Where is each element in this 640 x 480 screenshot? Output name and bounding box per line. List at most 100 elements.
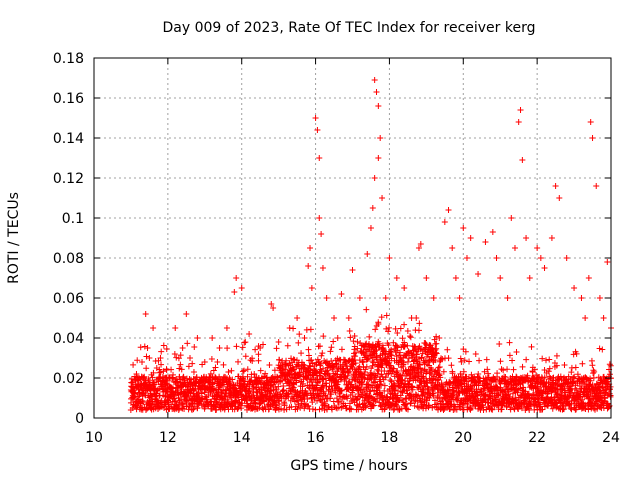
data-point [334,335,341,341]
data-point [189,406,196,413]
data-point [385,342,392,349]
x-axis-label: GPS time / hours [290,458,407,474]
data-point [320,333,327,340]
data-point [348,398,355,405]
data-point [589,362,596,369]
data-point [270,305,277,311]
data-point [375,103,382,109]
data-point [322,402,329,409]
data-point [385,324,392,331]
data-point [260,341,267,348]
data-point [412,344,419,351]
data-point [407,400,414,407]
data-point [399,377,406,384]
data-point [425,385,432,392]
data-point [472,351,479,358]
data-point [453,406,460,413]
data-point [283,357,290,364]
data-point [430,392,437,399]
data-point [432,347,439,354]
data-point [362,352,369,359]
y-tick-label: 0.18 [53,51,84,67]
data-point [170,371,177,378]
data-point [449,370,456,377]
data-point [385,328,392,335]
data-point [130,394,137,401]
data-point [239,368,246,375]
data-point [373,347,380,354]
data-point [281,402,288,409]
data-point [449,245,456,251]
data-point [606,402,613,409]
data-point [376,399,383,406]
data-point [194,405,201,412]
data-point [152,393,159,400]
data-point [606,371,613,378]
data-point [171,350,178,357]
data-point [163,381,170,388]
data-point [298,400,305,407]
data-point [290,325,297,332]
data-point [336,390,343,397]
data-point [333,395,340,402]
data-point [137,344,144,351]
data-point [535,396,542,403]
data-point [274,374,281,381]
data-point [504,366,511,373]
data-point [585,275,592,281]
data-point [348,406,355,413]
data-point [526,406,533,413]
data-point [420,375,427,382]
data-point [346,368,353,375]
data-point [289,359,296,366]
data-point [342,402,349,409]
data-point [600,402,607,409]
data-point [328,358,335,365]
data-point [290,365,297,372]
data-point [284,342,291,349]
data-point [399,389,406,396]
data-point [242,339,249,346]
data-point [392,325,399,332]
data-point [433,340,440,347]
data-point [318,231,325,237]
data-point [338,387,345,394]
data-point [341,368,348,375]
data-point [362,341,369,348]
data-point [571,373,578,380]
data-point [476,357,483,364]
data-point [514,389,521,396]
data-point [541,265,548,271]
data-point [273,345,280,352]
data-point [430,295,437,301]
data-point [362,402,369,409]
data-point [238,285,245,291]
data-point [415,245,422,251]
data-point [546,356,553,363]
data-point [462,348,469,355]
data-point [185,363,192,370]
data-point [541,374,548,381]
data-point [276,401,283,408]
data-point [318,352,325,359]
data-point [497,358,504,365]
y-tick-label: 0 [75,411,84,427]
data-point [600,315,607,321]
data-point [295,339,302,346]
data-point [222,393,229,400]
data-point [372,326,379,333]
data-point [366,333,373,340]
data-point [440,406,447,413]
chart-title: Day 009 of 2023, Rate Of TEC Index for r… [163,20,536,36]
data-point [312,115,319,121]
data-point [203,396,210,403]
data-point [587,119,594,125]
data-point [141,374,148,381]
data-point [386,255,393,261]
data-point [248,377,255,384]
data-point [324,367,331,374]
y-tick-label: 0.08 [53,251,84,267]
data-point [158,348,165,355]
data-point [251,371,258,378]
data-point [354,345,361,352]
